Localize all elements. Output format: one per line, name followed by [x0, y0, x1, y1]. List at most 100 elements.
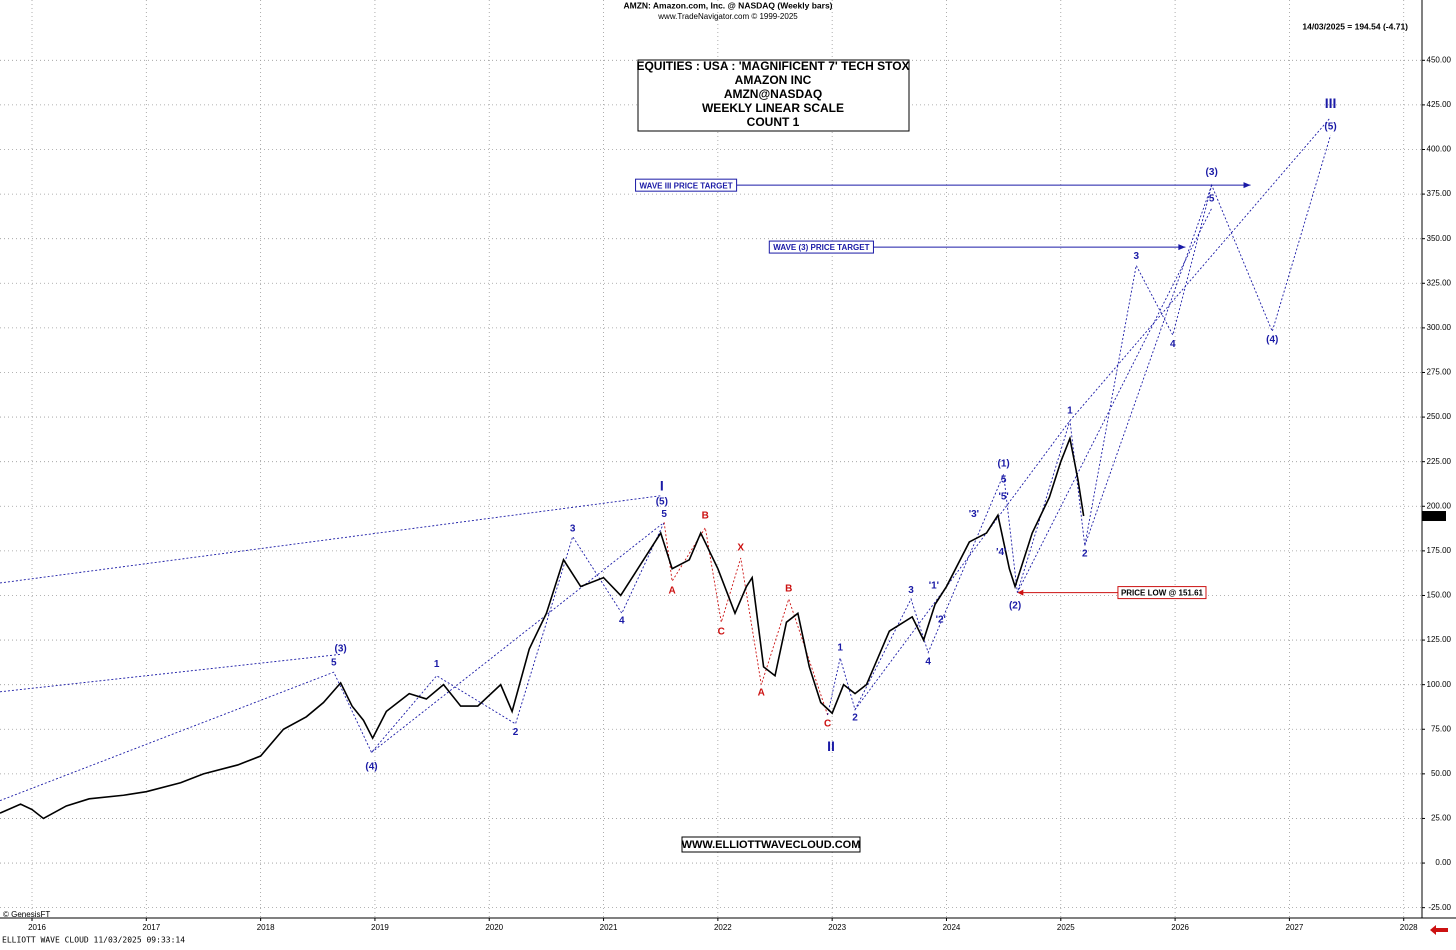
price-low-label: PRICE LOW @ 151.61 [1121, 589, 1204, 598]
wave-label: A [669, 586, 676, 597]
wave-label: (4) [365, 762, 377, 773]
arrow-head [1243, 182, 1251, 189]
wave-label: X [737, 543, 744, 554]
wave-label: 3 [1133, 251, 1139, 262]
footer: ELLIOTT WAVE CLOUD 11/03/2025 09:33:14 [2, 936, 185, 945]
y-tick-label: 400.00 [1427, 145, 1452, 154]
wave-label: '3' [969, 509, 979, 520]
y-tick-label: 425.00 [1427, 100, 1452, 109]
wave-label: B [785, 584, 792, 595]
x-tick-label: 2020 [485, 923, 503, 932]
subheader: www.TradeNavigator.com © 1999-2025 [657, 12, 798, 21]
wave-line [371, 523, 663, 753]
wave-line [663, 522, 829, 716]
y-tick-label: 325.00 [1427, 278, 1452, 287]
quote: 14/03/2025 = 194.54 (-4.71) [1302, 21, 1408, 31]
target-label: WAVE (3) PRICE TARGET [773, 243, 869, 252]
wave-label: 1 [1067, 406, 1073, 417]
wave-line [827, 135, 1331, 716]
credit: © GenesisFT [3, 910, 50, 919]
y-tick-label: 375.00 [1427, 189, 1452, 198]
wave-label: (4) [1266, 335, 1278, 346]
x-tick-label: 2019 [371, 923, 389, 932]
scroll-arrow[interactable] [1430, 925, 1448, 935]
price-line [0, 435, 1085, 820]
x-tick-label: 2021 [600, 923, 618, 932]
title-line: AMAZON INC [735, 73, 812, 87]
wave-label: 3 [908, 585, 914, 596]
wave-label: C [718, 627, 725, 638]
title-line: WEEKLY LINEAR SCALE [702, 101, 844, 115]
wave-line [0, 653, 341, 693]
last-price-tag [1422, 511, 1446, 522]
wave-label: 4 [925, 657, 931, 668]
title-line: COUNT 1 [747, 115, 800, 129]
wave-label: (2) [1009, 601, 1021, 612]
wave-label: 4 [619, 616, 625, 627]
wave-label: 5 [1209, 194, 1215, 205]
wave-label: A [758, 688, 765, 699]
wave-label: 2 [852, 713, 858, 724]
wave-label: (5) [656, 497, 668, 508]
wave-label: '2' [936, 615, 946, 626]
y-tick-label: 125.00 [1427, 635, 1452, 644]
x-tick-label: 2022 [714, 923, 732, 932]
wave-label: 5 [1001, 475, 1007, 486]
x-tick-label: 2027 [1286, 923, 1304, 932]
last-price-label: 194.54 [1423, 511, 1446, 520]
y-tick-label: 0.00 [1435, 858, 1451, 867]
y-tick-label: 350.00 [1427, 234, 1452, 243]
header: AMZN: Amazon.com, Inc. @ NASDAQ (Weekly … [623, 0, 832, 10]
y-tick-label: 300.00 [1427, 323, 1452, 332]
x-tick-label: 2017 [142, 923, 160, 932]
title-line: EQUITIES : USA : 'MAGNIFICENT 7' TECH ST… [636, 59, 909, 73]
wave-line [0, 495, 662, 584]
wave-label: I [660, 478, 664, 494]
x-tick-label: 2028 [1400, 923, 1418, 932]
arrow-head [1017, 589, 1024, 596]
y-tick-label: 225.00 [1427, 457, 1452, 466]
wave-label: III [1325, 95, 1337, 111]
wave-label: '4' [996, 547, 1006, 558]
wave-label: 5 [661, 509, 667, 520]
y-tick-label: 450.00 [1427, 55, 1452, 64]
y-tick-label: 275.00 [1427, 368, 1452, 377]
wave-label: 1 [837, 643, 843, 654]
y-tick-label: 50.00 [1431, 769, 1452, 778]
x-tick-label: 2025 [1057, 923, 1075, 932]
wave-label: 3 [570, 524, 576, 535]
title-line: AMZN@NASDAQ [724, 87, 822, 101]
y-tick-label: 75.00 [1431, 724, 1452, 733]
wave-label: 2 [513, 727, 519, 738]
x-tick-label: 2026 [1171, 923, 1189, 932]
wave-label: 4 [1170, 339, 1176, 350]
wave-label: II [827, 738, 835, 754]
website-box [681, 836, 861, 853]
y-tick-label: 200.00 [1427, 501, 1452, 510]
wave-line [0, 522, 665, 802]
wave-label: (1) [998, 459, 1010, 470]
y-tick-label: -25.00 [1428, 903, 1451, 912]
x-tick-label: 2016 [28, 923, 46, 932]
y-tick-label: 100.00 [1427, 680, 1452, 689]
wave-label: '5' [998, 492, 1008, 503]
y-tick-label: 175.00 [1427, 546, 1452, 555]
x-tick-label: 2023 [828, 923, 846, 932]
wave-line [854, 117, 1331, 710]
y-tick-label: 250.00 [1427, 412, 1452, 421]
wave-label: 2 [1082, 549, 1088, 560]
arrow-head [1178, 244, 1186, 251]
target-label: WAVE III PRICE TARGET [640, 181, 733, 190]
wave-label: (3) [1206, 167, 1218, 178]
x-tick-label: 2018 [257, 923, 275, 932]
wave-label: B [702, 511, 709, 522]
title-box [637, 59, 910, 132]
wave-label: C [824, 719, 831, 730]
website: WWW.ELLIOTTWAVECLOUD.COM [682, 839, 861, 851]
wave-label: (3) [335, 644, 347, 655]
wave-label: '1' [929, 581, 939, 592]
x-tick-label: 2024 [943, 923, 961, 932]
price-low-box [1117, 586, 1207, 600]
